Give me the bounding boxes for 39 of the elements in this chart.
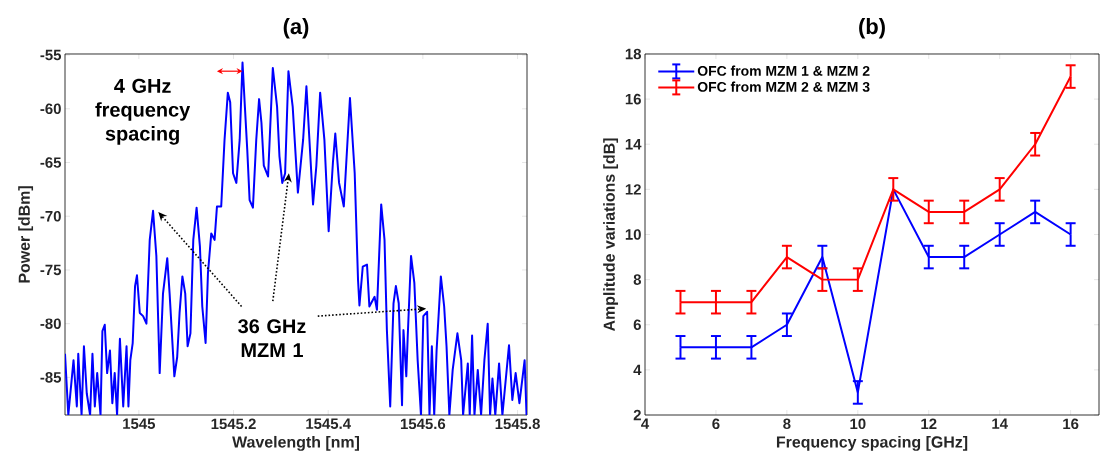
y-tick-label: 2	[633, 409, 641, 421]
annotation: 4 GHz frequency spacing	[95, 78, 191, 145]
x-tick-label: 8	[783, 418, 791, 430]
y-tick-label: -65	[40, 157, 62, 168]
x-tick-label: 1545	[123, 418, 156, 429]
x-tick-label: 1545.2	[211, 418, 256, 430]
x-axis-title: Frequency spacing [GHz]	[776, 435, 968, 451]
x-tick-label: 14	[992, 418, 1008, 429]
y-tick-label: 12	[625, 184, 641, 195]
y-tick-label: 6	[633, 319, 641, 331]
x-tick-label: 1545.8	[495, 418, 540, 430]
legend-label: OFC from MZM 2 & MZM 3	[697, 81, 870, 92]
x-tick-label: 16	[1063, 418, 1079, 430]
y-tick-label: 10	[625, 229, 641, 240]
y-tick-label: 16	[625, 93, 641, 105]
y-tick-label: 8	[633, 274, 642, 285]
x-tick-label: 1545.6	[400, 418, 446, 430]
x-tick-label: 1545.4	[306, 418, 351, 429]
chart-title: (b)	[859, 18, 885, 39]
y-tick-label: -75	[40, 264, 62, 276]
y-axis-title: Power [dBm]	[18, 186, 34, 283]
chart-title: (a)	[283, 18, 309, 39]
y-tick-label: -70	[40, 210, 61, 222]
x-tick-label: 10	[850, 418, 866, 430]
line-series	[65, 61, 528, 415]
y-tick-label: 4	[633, 364, 642, 376]
x-axis-title: Wavelength [nm]	[232, 435, 359, 451]
x-tick-label: 6	[712, 418, 720, 430]
annotation: 36 GHz MZM 1	[238, 319, 306, 358]
y-tick-label: -55	[40, 49, 62, 61]
y-tick-label: -85	[40, 372, 62, 383]
y-axis-title: Amplitude variations [dB]	[603, 138, 619, 332]
y-tick-label: -60	[40, 103, 61, 115]
legend-label: OFC from MZM 1 & MZM 2	[697, 65, 870, 76]
x-tick-label: 4	[641, 418, 650, 429]
y-tick-label: 14	[625, 139, 642, 150]
y-tick-label: -80	[40, 318, 61, 329]
y-tick-label: 18	[625, 48, 642, 60]
x-tick-label: 12	[921, 418, 937, 429]
